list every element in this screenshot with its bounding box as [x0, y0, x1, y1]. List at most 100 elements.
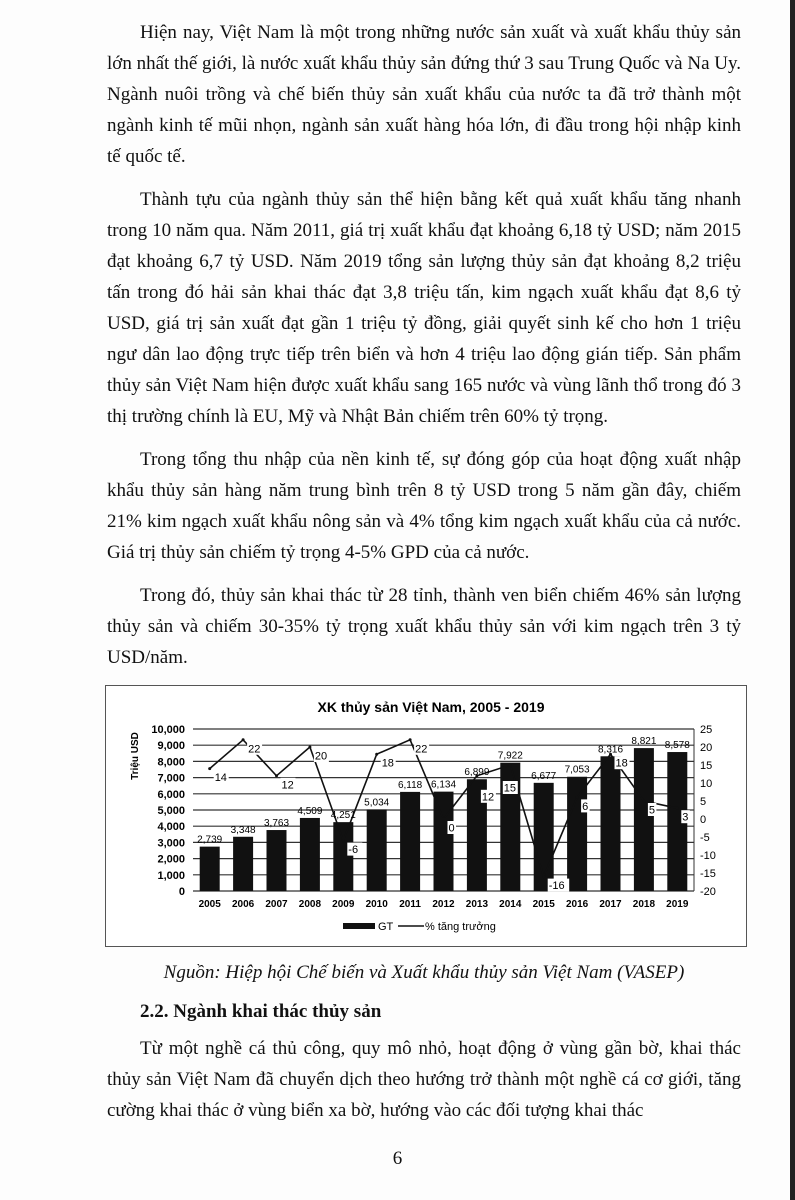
y-tick-right: 10: [700, 778, 712, 790]
growth-point: [609, 752, 612, 756]
y-tick-right: 15: [700, 760, 712, 772]
bar-2009: [333, 822, 354, 891]
y-tick-left: 1,000: [157, 870, 185, 882]
growth-label: 0: [449, 823, 455, 835]
y-tick-right: 5: [700, 796, 706, 808]
bar-label: 3,763: [264, 818, 289, 829]
y-tick-right: 0: [700, 814, 706, 826]
y-tick-left: 8,000: [157, 756, 185, 768]
scan-edge: [790, 0, 795, 1200]
bar-label: 6,677: [531, 771, 556, 782]
growth-label: 5: [649, 805, 655, 817]
legend: GT % tăng trưởng: [343, 921, 496, 933]
growth-label-bg: [280, 777, 296, 791]
growth-label: 12: [282, 779, 294, 791]
x-tick: 2018: [633, 899, 656, 910]
paragraph-4: Trong đó, thủy sản khai thác từ 28 tỉnh,…: [107, 585, 741, 668]
growth-label: 12: [482, 791, 494, 803]
bar-label: 8,578: [665, 740, 690, 751]
paragraph-1: Hiện nay, Việt Nam là một trong những nư…: [107, 22, 741, 167]
y-tick-right: -5: [700, 832, 710, 844]
y-tick-right: 20: [700, 742, 712, 754]
growth-label: 3: [682, 812, 688, 824]
bar-label: 7,053: [565, 765, 590, 776]
y-tick-left: 2,000: [157, 854, 185, 866]
bar-label: 6,118: [398, 780, 423, 791]
growth-point: [642, 799, 646, 803]
legend-bar-swatch: [343, 923, 375, 929]
growth-label-bg: [414, 741, 430, 755]
growth-point: [675, 806, 679, 810]
y-tick-left: 4,000: [157, 821, 185, 833]
page-number: 6: [392, 1148, 403, 1169]
growth-point: [275, 774, 278, 778]
bar-2005: [199, 846, 220, 891]
bar-2013: [466, 779, 487, 891]
x-tick: 2012: [432, 899, 455, 910]
growth-label-bg: [380, 756, 396, 770]
bar-label: 6,899: [464, 767, 489, 778]
x-tick: 2011: [399, 899, 421, 910]
y-tick-left: 10,000: [151, 724, 185, 736]
growth-point: [508, 763, 512, 767]
growth-point: [408, 738, 412, 742]
paragraph-2: Thành tựu của ngành thủy sản thể hiện bằ…: [107, 189, 741, 427]
y-tick-right: 25: [700, 724, 712, 736]
growth-label-bg: [247, 741, 263, 755]
growth-label: 22: [415, 743, 427, 755]
growth-label: 6: [582, 801, 588, 813]
growth-label: 18: [616, 758, 628, 770]
y-axis-title: Triệu USD: [130, 732, 141, 780]
growth-label-bg: [647, 803, 657, 816]
growth-label-bg: [347, 842, 363, 856]
growth-point: [375, 752, 379, 756]
growth-label-bg: [502, 781, 518, 794]
x-tick: 2009: [332, 899, 355, 910]
growth-label: 18: [382, 758, 394, 770]
bar-2019: [667, 752, 688, 891]
bar-2008: [299, 817, 320, 891]
growth-point: [341, 839, 345, 843]
growth-label: 22: [248, 743, 260, 755]
x-tick: 2005: [199, 899, 222, 910]
bar-2018: [633, 748, 654, 891]
growth-label-bg: [614, 756, 630, 770]
y-tick-left: 3,000: [157, 837, 185, 849]
growth-point: [241, 738, 245, 742]
y-tick-left: 0: [179, 886, 185, 898]
bar-label: 4,509: [297, 806, 322, 817]
x-tick: 2006: [232, 899, 255, 910]
paragraph-5: Từ một nghề cá thủ công, quy mô nhỏ, hoạ…: [107, 1038, 741, 1121]
y-tick-left: 9,000: [157, 740, 185, 752]
legend-growth: % tăng trưởng: [425, 921, 496, 933]
chart-title: XK thủy sản Việt Nam, 2005 - 2019: [318, 699, 545, 715]
growth-point: [475, 774, 479, 778]
bar-2010: [366, 809, 387, 891]
bar-label: 5,034: [364, 797, 389, 808]
bar-label: 8,316: [598, 744, 623, 755]
bar-2017: [600, 756, 621, 891]
bar-label: 2,739: [197, 835, 222, 846]
export-chart: XK thủy sản Việt Nam, 2005 - 2019 Triệu …: [105, 685, 747, 947]
growth-point: [442, 817, 445, 821]
growth-point: [308, 745, 312, 749]
x-tick: 2013: [466, 899, 489, 910]
growth-label-bg: [213, 770, 229, 784]
growth-point: [208, 767, 212, 771]
chart-svg: XK thủy sản Việt Nam, 2005 - 2019 Triệu …: [130, 699, 716, 933]
bar-label: 8,821: [631, 736, 656, 747]
x-tick: 2016: [566, 899, 589, 910]
x-tick: 2010: [366, 899, 389, 910]
section-heading: 2.2. Ngành khai thác thủy sản: [140, 1001, 382, 1022]
page-body: Hiện nay, Việt Nam là một trong những nư…: [105, 17, 747, 1138]
x-tick: 2019: [666, 899, 689, 910]
y-tick-right: -20: [700, 886, 716, 898]
y-tick-right: -15: [700, 868, 716, 880]
growth-label: -6: [348, 844, 358, 856]
growth-label-bg: [447, 821, 456, 834]
growth-label: -16: [549, 880, 565, 892]
growth-label: 14: [215, 772, 227, 784]
x-tick: 2015: [533, 899, 556, 910]
bar-2014: [500, 762, 521, 891]
growth-point: [575, 795, 579, 799]
